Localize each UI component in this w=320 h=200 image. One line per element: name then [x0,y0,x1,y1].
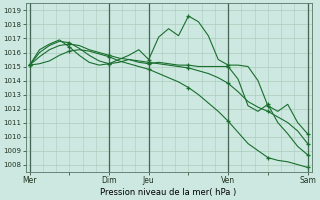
X-axis label: Pression niveau de la mer( hPa ): Pression niveau de la mer( hPa ) [100,188,237,197]
